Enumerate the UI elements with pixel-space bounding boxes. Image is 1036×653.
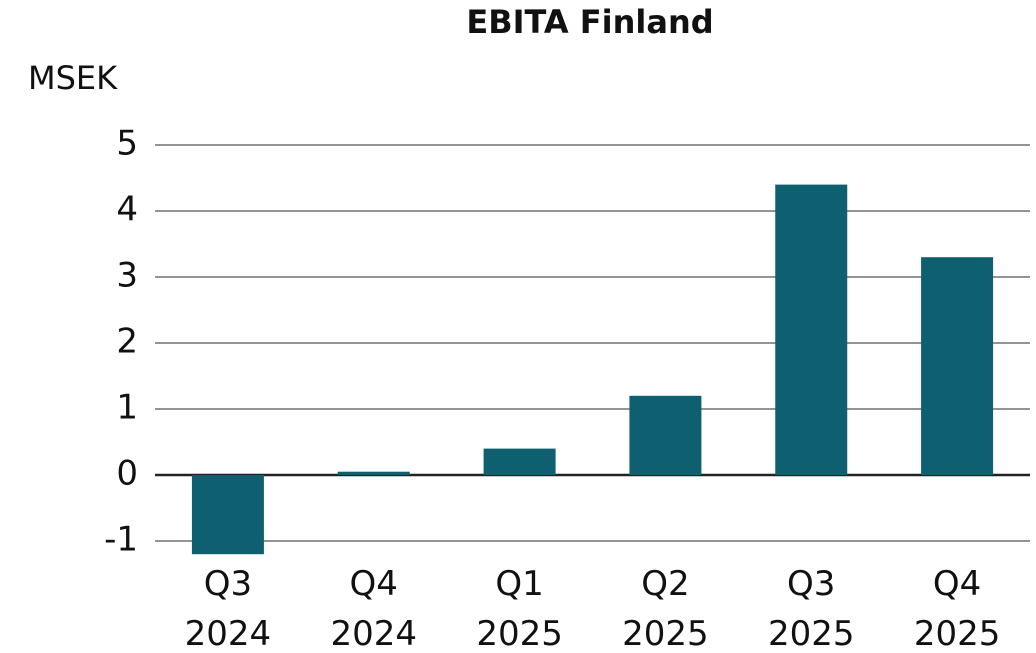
y-tick-label: -1 <box>104 520 138 560</box>
x-tick-label: Q1 2025 <box>476 564 563 653</box>
y-tick-label: 1 <box>116 388 138 428</box>
x-tick-label: Q4 2025 <box>914 564 1001 653</box>
y-tick-label: 5 <box>116 124 138 164</box>
bar <box>775 184 848 475</box>
chart-title: EBITA Finland <box>466 3 713 41</box>
bar <box>483 448 556 475</box>
x-tick-label: Q4 2024 <box>330 564 417 653</box>
y-tick-label: 3 <box>116 256 138 296</box>
x-tick-label: Q3 2025 <box>768 564 855 653</box>
x-tick-label: Q2 2025 <box>622 564 709 653</box>
bar <box>629 395 702 475</box>
y-tick-label: 2 <box>116 322 138 362</box>
bar <box>191 475 264 555</box>
y-tick-label: 0 <box>116 454 138 494</box>
bar <box>337 471 410 475</box>
y-axis-label: MSEK <box>28 59 118 97</box>
bar <box>921 257 994 475</box>
y-tick-label: 4 <box>116 190 138 230</box>
x-tick-label: Q3 2024 <box>185 564 272 653</box>
